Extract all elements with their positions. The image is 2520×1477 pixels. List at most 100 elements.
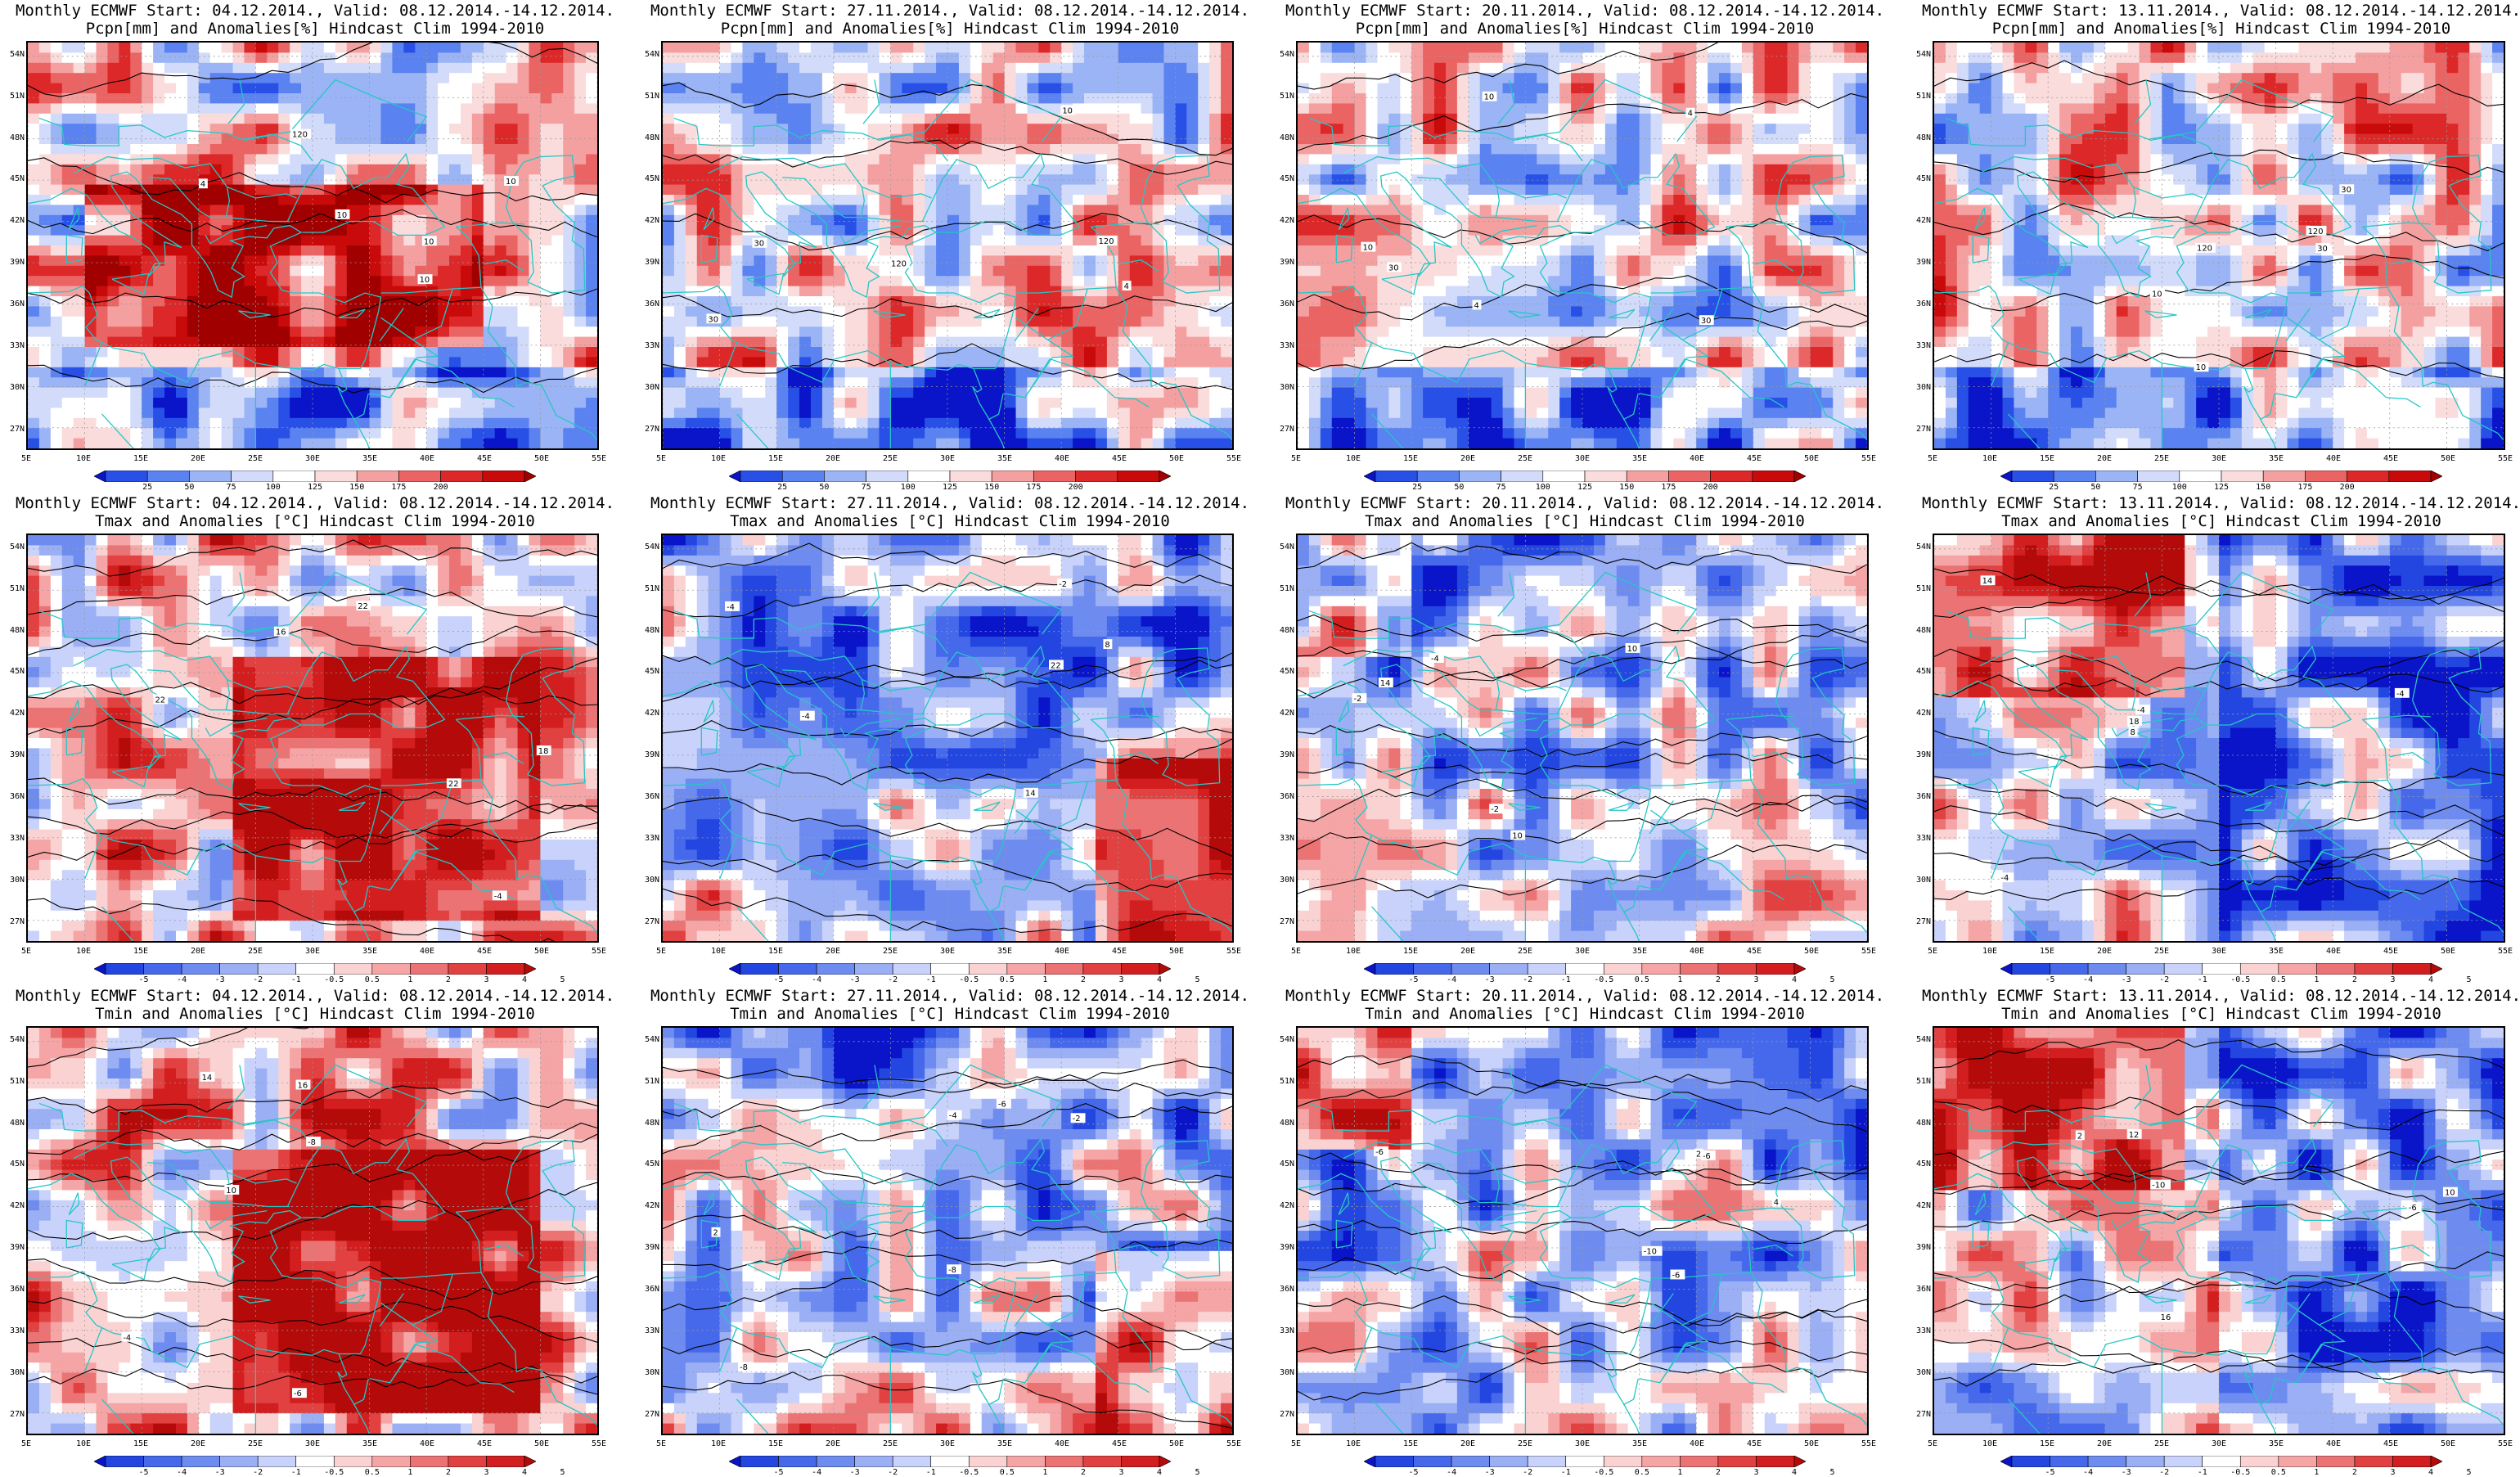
latitude-label: 27N	[0, 1411, 25, 1419]
colorbar-tick-label: -4	[812, 1469, 821, 1477]
longitude-label: 45E	[1747, 455, 1762, 463]
colorbar-tick-label: 3	[1753, 976, 1758, 984]
colorbar-tick-label: -4	[1447, 976, 1456, 984]
contour-label: 30	[752, 238, 767, 249]
svg-text:30: 30	[754, 240, 764, 249]
latitude-label: 27N	[1270, 426, 1294, 434]
latitude-label: 33N	[635, 1327, 659, 1335]
longitude-label: 15E	[133, 1440, 148, 1448]
longitude-label: 20E	[191, 455, 205, 463]
longitude-label: 55E	[592, 1440, 606, 1448]
latitude-label: 42N	[1270, 709, 1294, 718]
latitude-label: 54N	[0, 51, 25, 59]
latitude-label: 45N	[0, 668, 25, 676]
contour-label: 4	[1473, 300, 1482, 311]
panel-title: Monthly ECMWF Start: 13.11.2014., Valid:…	[1906, 494, 2520, 512]
longitude-label: 35E	[2269, 455, 2284, 463]
colorbar-tick-label: 2	[2352, 976, 2357, 984]
latitude-label: 33N	[1270, 835, 1294, 843]
colorbar-tick-label: 3	[1118, 976, 1123, 984]
colorbar-tick-label: -0.5	[324, 976, 344, 984]
panel-title: Monthly ECMWF Start: 27.11.2014., Valid:…	[635, 2, 1265, 20]
colorbar-tick-label: 50	[2090, 484, 2100, 492]
map-canvas: 8-414-4-418	[1934, 535, 2504, 941]
map-panel-tmax-2: Monthly ECMWF Start: 27.11.2014., Valid:…	[635, 493, 1265, 984]
contour-label: 2	[712, 1227, 721, 1238]
panel-title: Monthly ECMWF Start: 13.11.2014., Valid:…	[1906, 2, 2520, 20]
colorbar	[2000, 1456, 2442, 1467]
colorbar-tick-label: 4	[2428, 1469, 2433, 1477]
contour-label: 10	[1361, 242, 1375, 253]
latitude-label: 30N	[1270, 876, 1294, 885]
contour-label: 8	[1103, 639, 1112, 650]
colorbar-tick-label: 125	[308, 484, 322, 492]
longitude-label: 15E	[768, 1440, 783, 1448]
colorbar-tick-label: 4	[1157, 976, 1162, 984]
colorbar-tick-label: 0.5	[2271, 1469, 2286, 1477]
contour-label: 30	[2315, 243, 2330, 254]
colorbar-tick-label: -1	[2198, 976, 2207, 984]
svg-text:10: 10	[424, 237, 434, 246]
colorbar-tick-label: 2	[1716, 1469, 1721, 1477]
latitude-label: 48N	[635, 134, 659, 142]
colorbar-tick-label: -5	[2045, 976, 2055, 984]
latitude-label: 42N	[635, 1202, 659, 1210]
latitude-label: 54N	[635, 543, 659, 552]
svg-text:4: 4	[1124, 282, 1129, 291]
longitude-label: 30E	[1575, 455, 1590, 463]
longitude-label: 5E	[656, 455, 666, 463]
longitude-label: 40E	[420, 1440, 434, 1448]
contour-label: 14	[1981, 575, 1996, 586]
panel-title: Monthly ECMWF Start: 04.12.2014., Valid:…	[0, 2, 630, 20]
longitude-label: 30E	[2212, 948, 2226, 956]
panel-title: Monthly ECMWF Start: 27.11.2014., Valid:…	[635, 987, 1265, 1005]
contour-label: -6	[1374, 1146, 1388, 1157]
contour-label: 4	[1772, 1197, 1781, 1208]
longitude-label: 20E	[1460, 455, 1475, 463]
latitude-label: 54N	[1270, 51, 1294, 59]
latitude-label: 54N	[1906, 543, 1931, 552]
colorbar-tick-label: -1	[926, 1469, 936, 1477]
longitude-label: 50E	[1169, 455, 1184, 463]
contour-label: -2	[1489, 804, 1504, 814]
longitude-label: 50E	[534, 948, 549, 956]
colorbar-tick-label: -2	[253, 1469, 263, 1477]
latitude-label: 27N	[635, 918, 659, 926]
map-panel-pcpn-2: Monthly ECMWF Start: 27.11.2014., Valid:…	[635, 0, 1265, 491]
svg-text:10: 10	[1062, 106, 1073, 115]
colorbar	[94, 963, 536, 975]
colorbar-tick-label: -0.5	[2230, 1469, 2250, 1477]
contour-label: -8	[947, 1264, 961, 1275]
longitude-label: 25E	[1518, 455, 1532, 463]
longitude-label: 30E	[940, 455, 955, 463]
colorbar-tick-label: -3	[850, 1469, 860, 1477]
latitude-label: 54N	[0, 543, 25, 552]
latitude-label: 48N	[1270, 1119, 1294, 1128]
svg-text:4: 4	[200, 180, 205, 189]
colorbar-tick-label: 1	[407, 1469, 412, 1477]
longitude-label: 30E	[940, 948, 955, 956]
latitude-label: 48N	[1906, 1119, 1931, 1128]
colorbar-tick-label: 100	[1536, 484, 1550, 492]
latitude-label: 36N	[1906, 793, 1931, 801]
latitude-label: 36N	[635, 793, 659, 801]
colorbar-tick-label: 125	[1577, 484, 1592, 492]
longitude-label: 25E	[883, 1440, 898, 1448]
latitude-label: 48N	[635, 627, 659, 635]
contour-label: 18	[537, 745, 551, 756]
latitude-label: 36N	[0, 1286, 25, 1294]
colorbar-tick-label: 75	[862, 484, 871, 492]
colorbar-tick-label: 5	[1830, 1469, 1835, 1477]
panel-subtitle: Tmax and Anomalies [°C] Hindcast Clim 19…	[1270, 512, 1900, 530]
map-canvas: -2-8-8-62-4	[663, 1028, 1232, 1434]
panel-title: Monthly ECMWF Start: 27.11.2014., Valid:…	[635, 494, 1265, 512]
colorbar	[729, 471, 1171, 482]
colorbar-tick-label: 3	[2390, 1469, 2395, 1477]
map-panel-tmin-1: Monthly ECMWF Start: 04.12.2014., Valid:…	[0, 985, 630, 1476]
longitude-label: 35E	[1632, 1440, 1647, 1448]
